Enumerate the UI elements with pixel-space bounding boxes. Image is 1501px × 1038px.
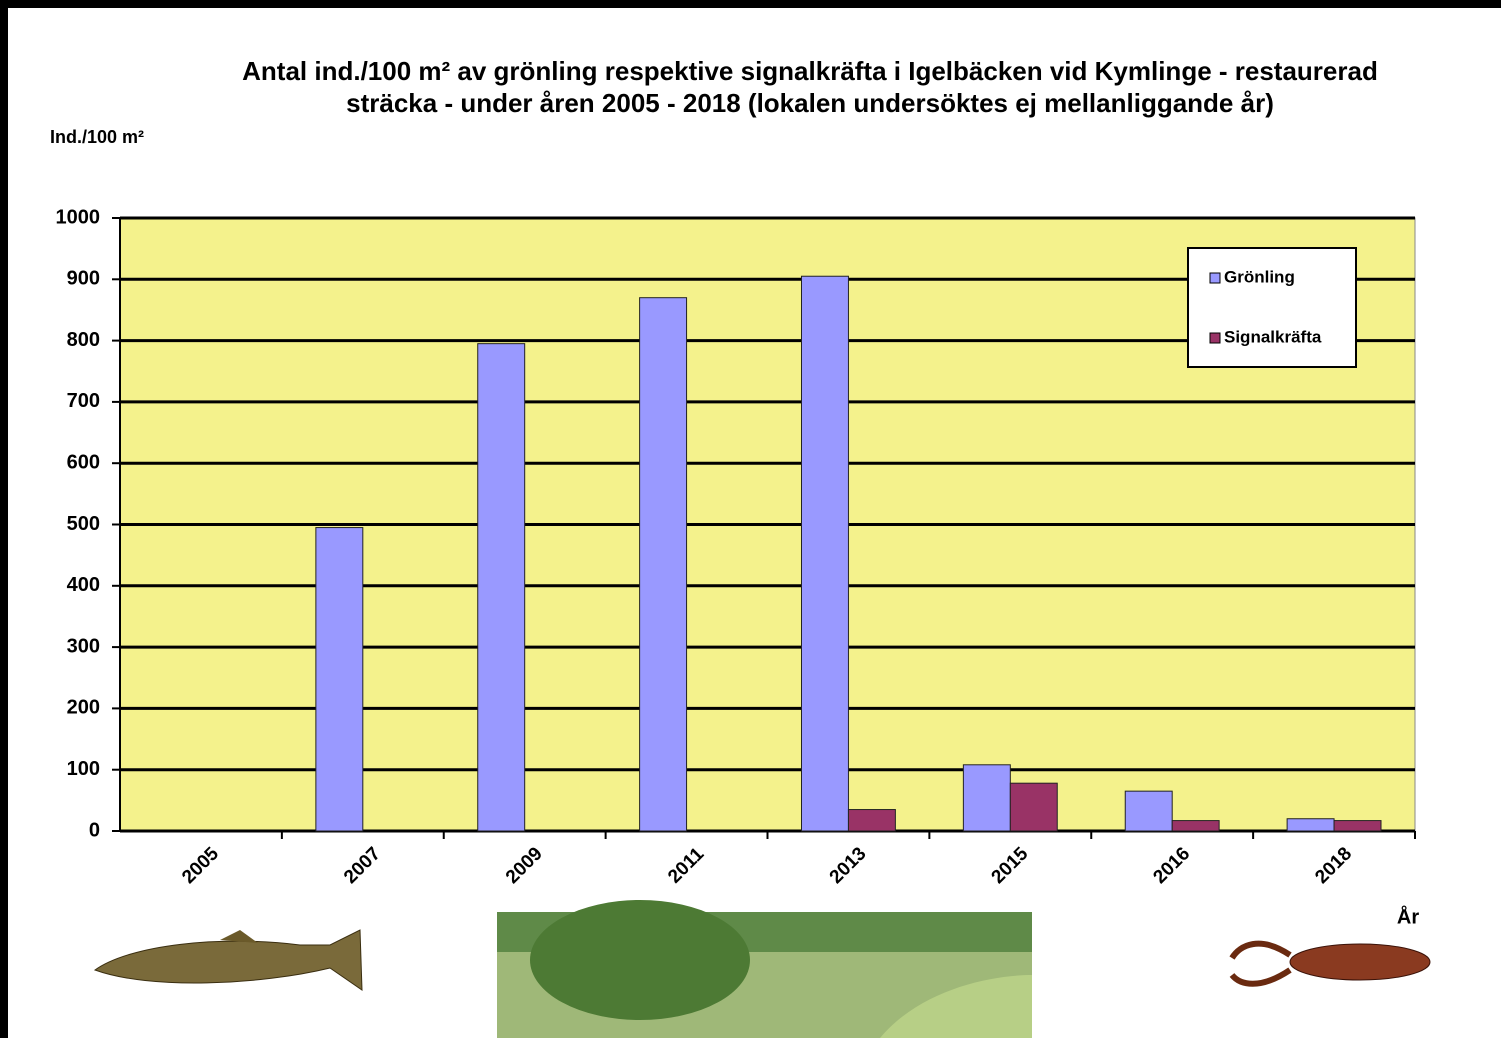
chart-title: Antal ind./100 m² av grönling respektive… — [215, 55, 1405, 119]
y-tick-label: 800 — [67, 329, 100, 351]
y-tick-label: 500 — [67, 513, 100, 535]
bar — [1287, 819, 1334, 831]
chart: 0 100 200 300 400 500 600 700 800 900 1000 2005 2007… — [0, 0, 1501, 1038]
x-axis-title: År — [1397, 904, 1419, 928]
y-tick-label: 1000 — [56, 206, 101, 228]
fish-image — [95, 930, 362, 990]
y-tick-label: 100 — [67, 758, 100, 780]
legend-swatch — [1210, 273, 1220, 283]
x-tick-label: 2016 — [1149, 843, 1194, 888]
x-tick-label: 2011 — [664, 843, 708, 887]
landscape-photo — [497, 900, 1032, 1038]
legend-label: Signalkräfta — [1224, 327, 1322, 346]
y-tick-label: 200 — [67, 697, 100, 719]
y-tick-label: 300 — [67, 635, 100, 657]
legend-swatch — [1210, 333, 1220, 343]
x-tick-label: 2009 — [502, 843, 547, 888]
x-tick-label: 2015 — [988, 843, 1033, 888]
bar — [316, 528, 363, 831]
bar — [1010, 783, 1057, 831]
x-tick-label: 2018 — [1311, 843, 1356, 888]
legend-label: Grönling — [1224, 267, 1295, 286]
x-tick-label: 2005 — [178, 843, 223, 888]
x-tick-label: 2007 — [340, 843, 385, 888]
bar — [801, 276, 848, 831]
x-tick-label: 2013 — [826, 843, 871, 888]
y-tick-label: 900 — [67, 268, 100, 290]
crayfish-image — [1232, 944, 1430, 984]
bar — [478, 344, 525, 831]
bar — [848, 810, 895, 831]
y-tick-label: 400 — [67, 574, 100, 596]
bar — [640, 298, 687, 831]
bar — [1125, 791, 1172, 831]
y-tick-label: 700 — [67, 390, 100, 412]
bar — [1172, 821, 1219, 831]
y-tick-label: 0 — [89, 819, 100, 841]
legend-box — [1188, 248, 1356, 367]
bar — [963, 765, 1010, 831]
y-tick-label: 600 — [67, 451, 100, 473]
bar — [1334, 821, 1381, 831]
y-axis-title: Ind./100 m² — [50, 127, 144, 147]
